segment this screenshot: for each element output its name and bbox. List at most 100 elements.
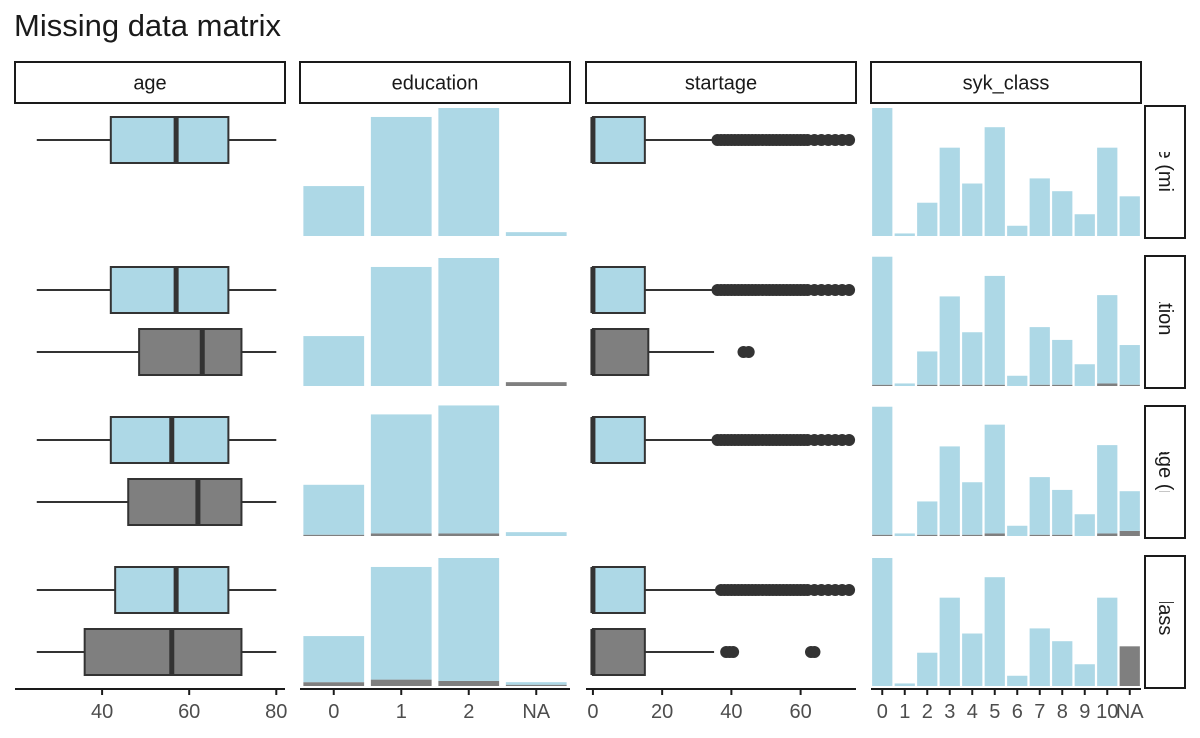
bar-education-r1-2-observed <box>438 258 500 386</box>
bar-education-r3-0-missing <box>303 682 365 686</box>
bar-syk_class-r2-2-observed <box>917 501 938 535</box>
box-age-r1-missing-box <box>138 328 243 376</box>
bar-education-r3-3-observed <box>505 682 567 685</box>
box-startage-r3-missing-outlier-4 <box>808 646 821 658</box>
tick-label-startage-3: 60 <box>789 701 811 723</box>
bar-syk_class-r3-11-missing <box>1119 646 1140 686</box>
bar-syk_class-r1-4-observed <box>962 332 983 385</box>
box-startage-r0-observed-box <box>591 116 646 164</box>
bar-syk_class-r2-5-observed <box>984 424 1005 534</box>
bar-education-r0-1-observed <box>370 116 432 236</box>
strip-label-syk_class: syk_class <box>963 73 1050 95</box>
bar-syk_class-r3-6-observed <box>1007 675 1028 686</box>
bar-syk_class-r1-8-missing <box>1052 384 1073 386</box>
bar-syk_class-r1-2-missing <box>917 384 938 386</box>
box-startage-r3-missing-box <box>591 628 646 676</box>
bar-syk_class-r2-6-observed <box>1007 525 1028 536</box>
bar-syk_class-r2-10-missing <box>1097 533 1118 536</box>
box-age-r3-observed-box <box>114 566 230 614</box>
bar-syk_class-r0-10-observed <box>1097 147 1118 236</box>
row-strip-2 <box>1144 405 1186 539</box>
bar-syk_class-r2-3-missing <box>939 534 960 536</box>
strip-label-startage: startage <box>685 73 757 95</box>
bar-syk_class-r0-1-observed <box>894 233 915 236</box>
bar-education-r0-0-observed <box>303 186 365 236</box>
box-startage-r3-missing-outlier-2 <box>727 646 740 658</box>
bar-syk_class-r2-7-missing <box>1029 534 1050 536</box>
bar-syk_class-r2-2-missing <box>917 534 938 536</box>
row-strip-3 <box>1144 555 1186 689</box>
bar-syk_class-r1-10-missing <box>1097 383 1118 386</box>
bar-education-r2-2-missing <box>438 533 500 536</box>
bar-syk_class-r0-2-observed <box>917 202 938 236</box>
bar-syk_class-r2-4-missing <box>962 534 983 536</box>
bar-education-r3-0-observed <box>303 636 365 683</box>
bar-syk_class-r2-9-observed <box>1074 514 1095 536</box>
box-startage-r3-observed-outlier-31 <box>843 584 856 596</box>
tick-label-syk_class-6: 6 <box>1012 701 1023 723</box>
bar-syk_class-r2-0-observed <box>872 406 893 535</box>
row-strip-label-3: syk_class (miss) <box>1154 549 1176 696</box>
bar-syk_class-r3-0-observed <box>872 558 893 686</box>
bar-syk_class-r3-4-observed <box>962 633 983 686</box>
bar-syk_class-r0-5-observed <box>984 127 1005 236</box>
bar-education-r2-1-observed <box>370 414 432 534</box>
tick-label-syk_class-3: 3 <box>944 701 955 723</box>
strip-startage <box>585 61 857 104</box>
bar-syk_class-r2-10-observed <box>1097 445 1118 534</box>
tick-label-education-3: NA <box>522 701 550 723</box>
box-startage-r0-observed-outlier-32 <box>843 134 856 146</box>
strip-education <box>299 61 571 104</box>
tick-label-age-1: 60 <box>178 701 200 723</box>
bar-syk_class-r1-0-missing <box>872 384 893 386</box>
box-startage-r1-missing-box <box>591 328 650 376</box>
bar-syk_class-r1-10-observed <box>1097 295 1118 384</box>
bar-syk_class-r1-7-missing <box>1029 384 1050 386</box>
bar-education-r3-3-missing <box>505 684 567 686</box>
bar-syk_class-r1-3-missing <box>939 384 960 386</box>
bar-education-r2-2-observed <box>438 405 500 534</box>
bar-syk_class-r1-7-observed <box>1029 327 1050 385</box>
bar-education-r1-3-missing <box>505 382 567 386</box>
bar-education-r2-0-observed <box>303 484 365 535</box>
tick-label-syk_class-8: 8 <box>1057 701 1068 723</box>
bar-syk_class-r2-11-observed <box>1119 491 1140 531</box>
tick-label-syk_class-11: NA <box>1116 701 1144 723</box>
bar-syk_class-r2-0-missing <box>872 534 893 536</box>
box-age-r2-missing-box <box>127 478 243 526</box>
tick-label-syk_class-10: 10 <box>1096 701 1118 723</box>
tick-label-age-0: 40 <box>91 701 113 723</box>
box-startage-r1-observed-outlier-32 <box>843 284 856 296</box>
bar-syk_class-r1-0-observed <box>872 256 893 385</box>
row-strip-1 <box>1144 255 1186 389</box>
bar-syk_class-r3-5-observed <box>984 577 1005 686</box>
bar-syk_class-r0-11-observed <box>1119 196 1140 236</box>
bar-syk_class-r2-7-observed <box>1029 477 1050 535</box>
tick-label-syk_class-4: 4 <box>967 701 978 723</box>
bar-syk_class-r1-1-observed <box>894 383 915 386</box>
box-age-r1-observed-box <box>109 266 230 314</box>
tick-label-syk_class-1: 1 <box>899 701 910 723</box>
bar-syk_class-r3-3-observed <box>939 597 960 686</box>
bar-education-r0-2-observed <box>438 108 500 236</box>
bar-education-r2-0-missing <box>303 534 365 536</box>
box-age-r3-missing-box <box>83 628 243 676</box>
bar-syk_class-r2-4-observed <box>962 482 983 535</box>
row-strip-label-2: startage (miss) <box>1154 406 1176 538</box>
row-strip-0 <box>1144 105 1186 239</box>
bar-education-r3-1-observed <box>370 566 432 680</box>
bar-education-r2-3-observed <box>505 532 567 536</box>
bar-syk_class-r2-11-missing <box>1119 530 1140 536</box>
bar-syk_class-r3-10-observed <box>1097 597 1118 686</box>
row-strip-label-1: education (miss) <box>1154 249 1176 396</box>
box-age-r0-observed-box <box>109 116 230 164</box>
box-startage-r2-observed-outlier-32 <box>843 434 856 446</box>
bar-education-r0-3-observed <box>505 232 567 236</box>
bar-syk_class-r2-5-missing <box>984 533 1005 536</box>
bar-syk_class-r2-8-observed <box>1052 489 1073 535</box>
bar-education-r3-2-missing <box>438 680 500 686</box>
tick-label-syk_class-0: 0 <box>877 701 888 723</box>
row-strip-label-0: age (miss) <box>1154 125 1176 218</box>
tick-label-startage-2: 40 <box>720 701 742 723</box>
bar-syk_class-r0-3-observed <box>939 147 960 236</box>
